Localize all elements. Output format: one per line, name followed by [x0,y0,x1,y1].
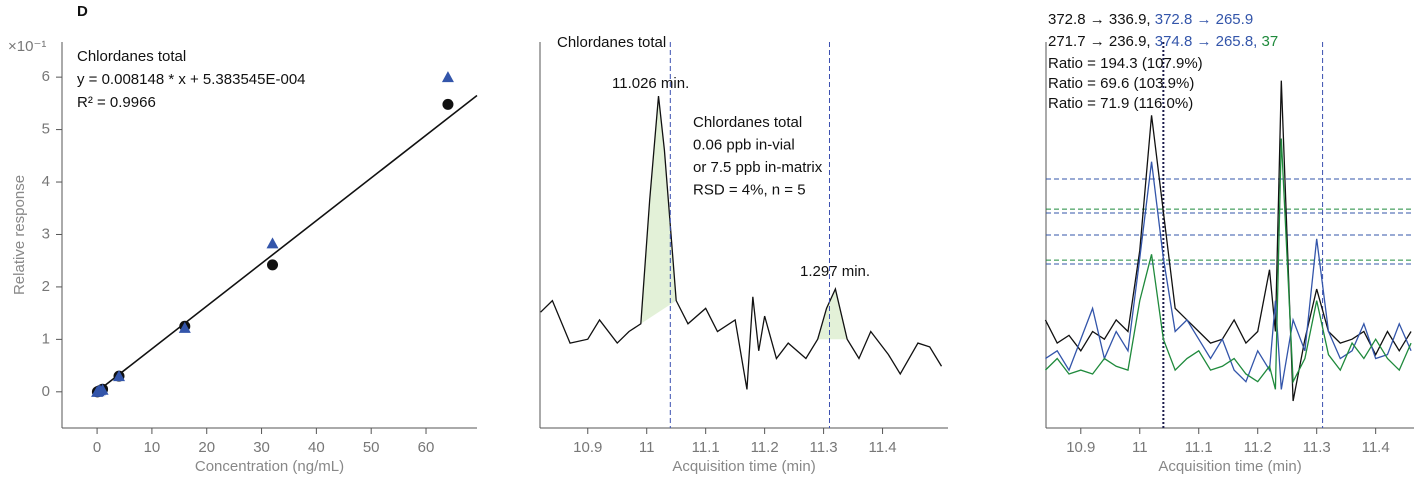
y-tick-label: 3 [42,225,50,242]
transition: 372.8 → 336.9, [1048,11,1155,28]
x-tick-label: 10.9 [573,439,602,456]
x-tick-label: 40 [308,439,325,456]
point [441,71,454,83]
transition: 372.8 → 265.9 [1155,11,1253,28]
x-tick-label: 20 [198,439,215,456]
x-tick-label: 10 [144,439,161,456]
peak-area [640,96,677,324]
transition: 37 [1262,33,1279,50]
peak-area [817,289,848,340]
x-tick-label: 11 [639,439,655,456]
point [178,321,191,333]
x-tick-label: 50 [363,439,380,456]
peak-label: 11.026 min. [612,75,689,92]
note-line: RSD = 4%, n = 5 [693,181,806,198]
ratio: Ratio = 69.6 (103.9%) [1048,75,1194,92]
panel-label: D [77,3,88,20]
peak-label: 1.297 min. [800,263,870,280]
ratio: Ratio = 194.3 (107.9%) [1048,55,1203,72]
point [267,259,279,271]
trace [540,95,943,390]
x-tick-label: 11.4 [1362,439,1390,456]
x-axis-label: Acquisition time (min) [672,458,815,475]
x-tick-label: 11.1 [692,439,720,456]
point [266,237,279,249]
x-tick-label: 11.1 [1185,439,1213,456]
transition-line: 372.8 → 336.9, 372.8 → 265.9 [1048,11,1253,28]
note-line: Chlordanes total [693,114,802,131]
x-tick-label: 30 [253,439,270,456]
x-axis-label: Acquisition time (min) [1158,458,1301,475]
x-tick-label: 11.4 [869,439,897,456]
x-tick-label: 11 [1132,439,1148,456]
x-tick-label: 0 [93,439,101,456]
trace [1044,138,1412,390]
x-tick-label: 60 [418,439,435,456]
transition: 271.7 → 236.9, [1048,33,1155,50]
transition-line: 271.7 → 236.9, 374.8 → 265.8, 37 [1048,33,1278,50]
point [442,98,454,110]
trace [1045,161,1412,390]
y-tick-label: 0 [42,383,50,400]
chart-title: Chlordanes total [557,34,666,51]
note-line: 0.06 ppb in-vial [693,136,795,153]
equation: y = 0.008148 * x + 5.383545E-004 [77,71,306,88]
point [96,383,109,395]
y-tick-label: 2 [42,278,50,295]
x-axis-label: Concentration (ng/mL) [195,458,344,475]
x-tick-label: 11.3 [810,439,838,456]
y-tick-label: 5 [42,121,50,138]
fit-line [96,94,478,393]
x-tick-label: 10.9 [1066,439,1095,456]
chart-title: Chlordanes total [77,48,186,65]
y-tick-label: 6 [42,68,50,85]
note-line: or 7.5 ppb in-matrix [693,159,823,176]
y-multiplier: ×10⁻¹ [8,38,46,55]
ratio: Ratio = 71.9 (116.0%) [1048,95,1193,112]
y-axis-label: Relative response [11,175,28,295]
trace [1044,80,1412,402]
x-tick-label: 11.2 [751,439,779,456]
y-tick-label: 4 [42,173,50,190]
x-tick-label: 11.3 [1303,439,1331,456]
r-squared: R² = 0.9966 [77,94,156,111]
x-tick-label: 11.2 [1244,439,1272,456]
y-tick-label: 1 [42,330,50,347]
transition: 374.8 → 265.8, [1155,33,1262,50]
point [113,370,126,382]
